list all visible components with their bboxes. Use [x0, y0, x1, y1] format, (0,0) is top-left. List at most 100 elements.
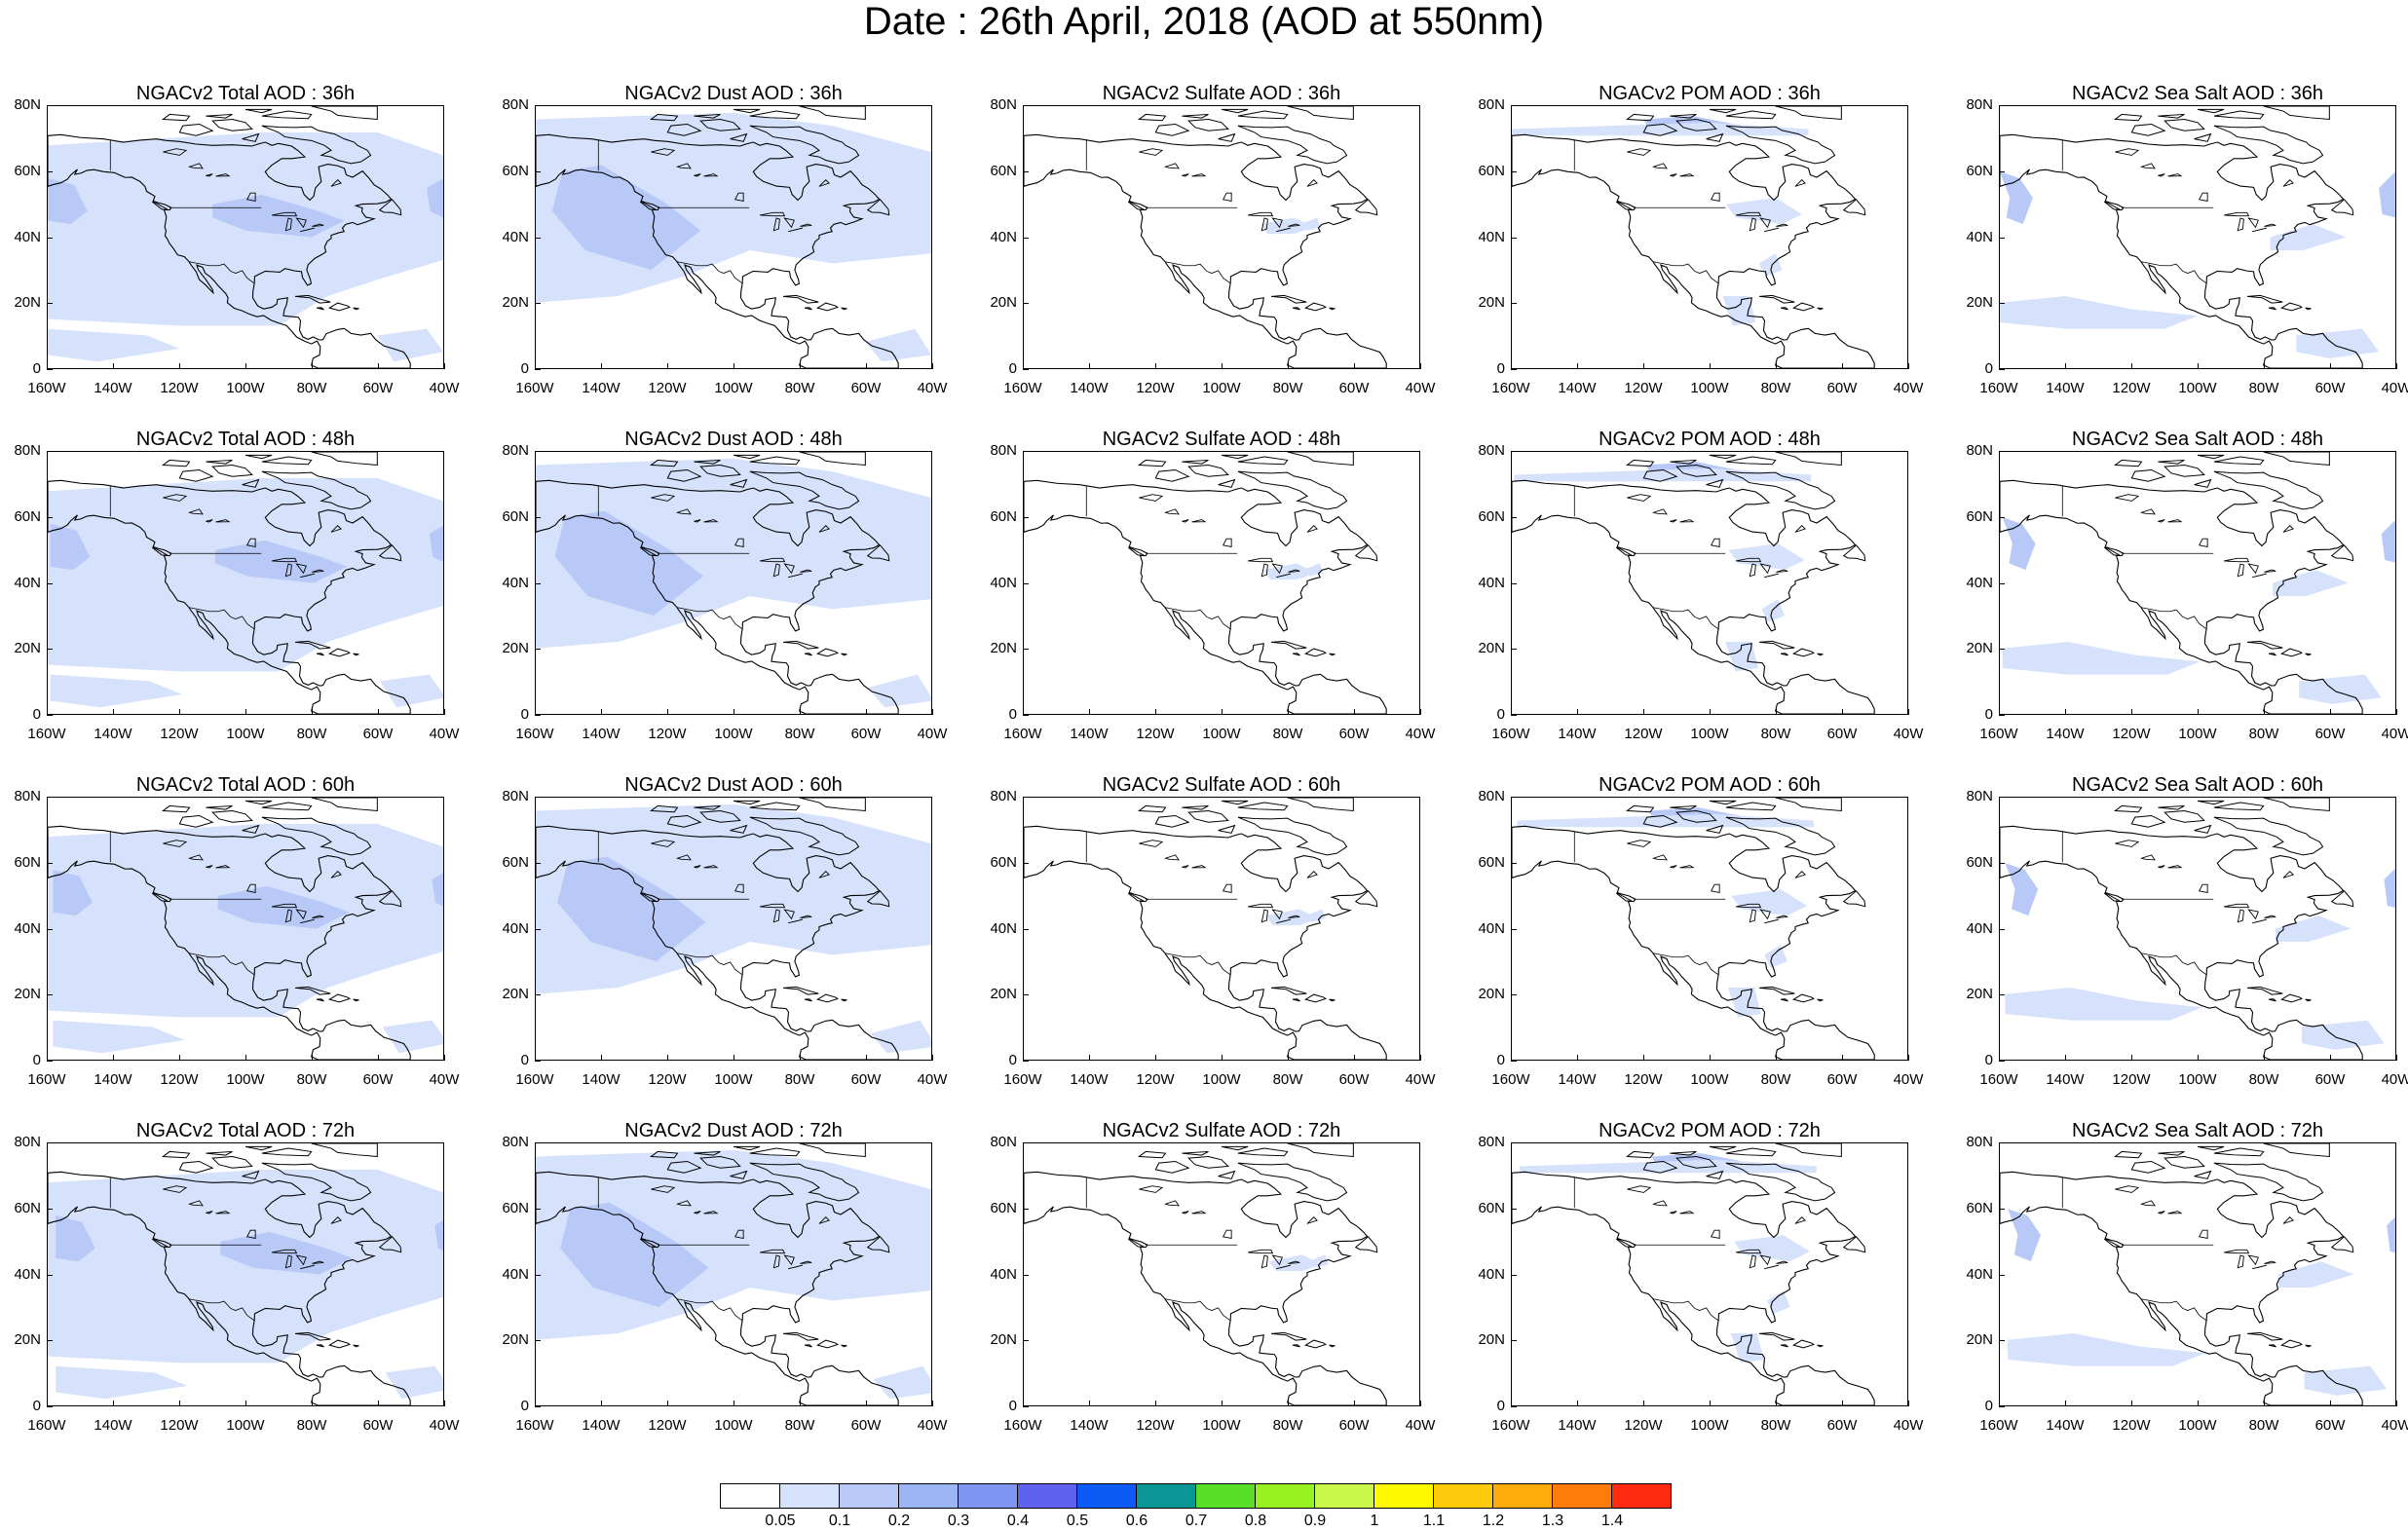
colorbar-label: 0.1	[828, 1513, 851, 1529]
island-outline	[733, 108, 761, 114]
island-outline	[2268, 653, 2276, 656]
island-outline	[211, 1155, 253, 1169]
longitude-tick	[179, 1055, 180, 1061]
island-outline	[1842, 544, 1866, 562]
longitude-tick	[932, 363, 933, 369]
lake-outline	[246, 883, 256, 894]
island-outline	[699, 464, 741, 477]
longitude-label: 60W	[1338, 380, 1370, 396]
longitude-tick	[2264, 363, 2265, 369]
figure-title: Date : 26th April, 2018 (AOD at 550nm)	[863, 0, 1545, 43]
longitude-label: 40W	[429, 726, 460, 742]
lake-outline	[1651, 1200, 1668, 1207]
longitude-label: 40W	[429, 380, 460, 396]
longitude-label: 80W	[296, 1417, 327, 1434]
longitude-label: 100W	[1202, 1071, 1241, 1088]
longitude-label: 120W	[1624, 726, 1663, 742]
map-frame	[47, 797, 444, 1061]
island-outline	[2247, 1331, 2283, 1341]
lake-outline	[788, 573, 804, 579]
lake-outline	[1276, 227, 1292, 233]
latitude-label: 80N	[990, 1134, 1017, 1150]
longitude-tick	[1089, 1401, 1090, 1406]
lake-outline	[1163, 854, 1180, 861]
map-canvas	[2000, 106, 2395, 368]
longitude-tick	[1511, 1401, 1512, 1406]
longitude-tick	[1643, 1055, 1644, 1061]
lake-outline	[2139, 163, 2156, 169]
island-outline	[1354, 544, 1378, 562]
aod-field-patch	[2008, 1333, 2206, 1366]
latitude-label: 40N	[1966, 1265, 1993, 1283]
longitude-tick	[1420, 1055, 1421, 1061]
coastline	[536, 479, 899, 714]
island-outline	[749, 470, 860, 510]
aod-field-patch	[1731, 889, 1808, 916]
lake-outline	[300, 227, 316, 233]
lake-outline	[2158, 865, 2165, 869]
longitude-tick	[378, 1401, 379, 1406]
map-canvas	[2000, 798, 2395, 1060]
island-outline	[1759, 640, 1795, 650]
island-outline	[694, 113, 721, 119]
island-outline	[311, 798, 378, 812]
longitude-tick	[2264, 1055, 2265, 1061]
panel-title: NGACv2 Dust AOD : 60h	[624, 774, 843, 796]
island-outline	[1626, 1150, 1655, 1159]
longitude-label: 160W	[1003, 1417, 1042, 1434]
island-outline	[2280, 302, 2303, 312]
island-outline	[783, 986, 819, 995]
aod-field-base	[48, 1169, 443, 1364]
latitude-label: 40N	[1966, 919, 1993, 937]
aod-field-patch	[1260, 217, 1314, 235]
aod-field-patch	[560, 1202, 709, 1308]
longitude-tick	[1842, 1055, 1843, 1061]
island-outline	[295, 640, 331, 650]
latitude-label: 0	[1496, 706, 1505, 723]
longitude-label: 160W	[1491, 1071, 1530, 1088]
island-outline	[866, 199, 890, 216]
panel-title: NGACv2 Total AOD : 60h	[135, 774, 356, 796]
longitude-tick	[667, 1401, 668, 1406]
longitude-label: 60W	[1338, 1071, 1370, 1088]
island-outline	[1182, 804, 1209, 810]
lake-outline	[2199, 883, 2208, 894]
island-outline	[2330, 544, 2354, 562]
longitude-tick	[444, 1401, 445, 1406]
lake-outline	[1163, 163, 1180, 169]
latitude-label: 0	[1008, 1052, 1017, 1068]
island-outline	[245, 454, 273, 460]
longitude-tick	[800, 1055, 801, 1061]
longitude-tick	[800, 1401, 801, 1406]
island-outline	[2197, 800, 2225, 805]
lake-outline	[1670, 519, 1677, 523]
panel-title: NGACv2 Sulfate AOD : 60h	[1102, 774, 1341, 796]
lake-outline	[163, 494, 188, 502]
latitude-label: 20N	[1478, 294, 1505, 312]
island-outline	[261, 456, 313, 466]
island-outline	[2213, 1147, 2265, 1157]
island-outline	[2263, 798, 2330, 812]
latitude-tick	[1999, 862, 2005, 864]
longitude-tick	[1908, 1401, 1909, 1406]
lake-outline	[1260, 909, 1268, 923]
map-panel-pom-72h: NGACv2 POM AOD : 72h 80N 60N 40N 20N 0 160W 140…	[1474, 1113, 1957, 1441]
aod-field-patch	[1725, 198, 1802, 225]
colorbar-swatch	[720, 1483, 780, 1509]
latitude-tick	[1023, 451, 1029, 452]
longitude-label: 140W	[1070, 1417, 1109, 1434]
island-outline	[1218, 478, 1236, 488]
aod-field-patch	[2002, 642, 2201, 675]
latitude-label: 0	[1984, 1052, 1993, 1068]
island-outline	[2197, 1145, 2225, 1151]
island-outline	[162, 1150, 191, 1159]
island-outline	[1287, 1143, 1354, 1158]
colorbar-swatch	[779, 1483, 840, 1509]
longitude-tick	[1511, 709, 1512, 715]
map-canvas	[48, 1143, 443, 1405]
longitude-label: 160W	[27, 1071, 66, 1088]
island-outline	[1237, 125, 1348, 165]
island-outline	[1725, 1162, 1836, 1202]
country-border	[2141, 1298, 2207, 1322]
latitude-tick	[1511, 1208, 1517, 1210]
